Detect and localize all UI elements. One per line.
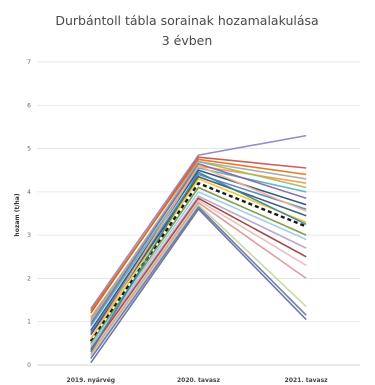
y-tick-label: 2 [27,275,31,282]
series-line-20 [90,206,307,359]
y-tick-label: 4 [27,189,31,196]
y-axis-label: hozam (t/ha) [14,193,21,236]
series-line-21 [90,208,307,364]
series-line-15 [90,195,307,349]
series-line-16 [90,197,307,351]
y-tick-label: 0 [27,362,31,369]
chart-title-line1: Durbántoll tábla sorainak hozamalakulása [55,13,318,28]
y-tick-label: 3 [27,232,31,239]
series-line-24 [90,160,307,321]
y-tick-labels: 0 1 2 3 4 5 6 7 [27,59,31,369]
series-line-7 [90,162,307,325]
series-line-8 [90,169,307,331]
series-line-17 [90,199,307,353]
x-tick-label: 2021. tavasz [285,377,329,384]
chart-title-line2: 3 évben [162,33,213,48]
series-line-22 [90,171,307,353]
series-line-3 [90,158,307,312]
y-tick-label: 1 [27,319,31,326]
x-tick-label: 2019. nyárvég [67,377,116,384]
y-tick-label: 7 [27,59,31,66]
x-tick-label: 2020. tavasz [177,377,221,384]
series-line-19 [90,204,307,357]
series-line-23 [90,165,307,340]
series-line-14 [90,191,307,346]
gridlines [37,61,360,366]
series-line-12 [89,181,307,342]
series-lines [89,134,307,364]
series-line-6 [90,167,307,327]
series-line-1 [90,134,307,310]
x-tick-labels: 2019. nyárvég 2020. tavasz 2021. tavasz [67,377,329,384]
series-line-18 [90,201,307,355]
y-tick-label: 5 [27,146,31,153]
y-tick-label: 6 [27,102,31,109]
